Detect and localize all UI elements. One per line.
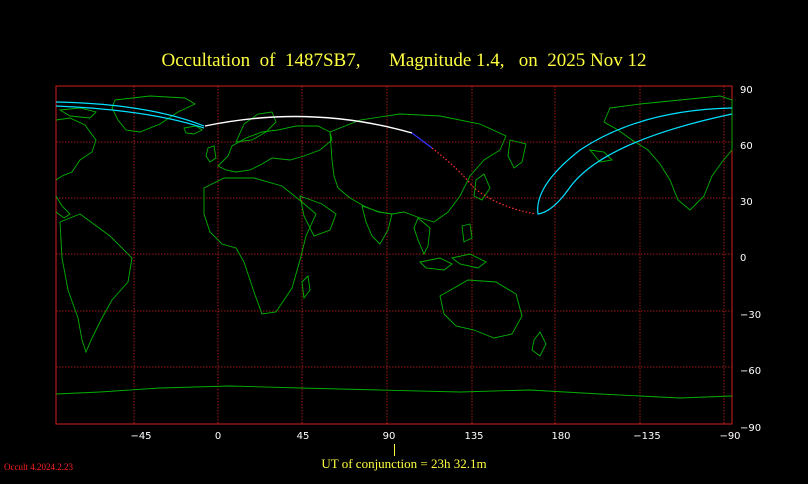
lat-label: 90 [740, 85, 753, 96]
path-sunlit-segment [411, 132, 433, 149]
coastlines [55, 95, 733, 399]
software-version: Occult 4.2024.2.23 [4, 462, 73, 472]
latitude-labels: 90 60 30 0 −30 −60 −90 [740, 85, 761, 434]
lon-label: 0 [215, 431, 221, 442]
lon-label: 180 [551, 431, 570, 442]
conjunction-time: UT of conjunction = 23h 32.1m [321, 456, 487, 471]
lon-label: 90 [383, 431, 396, 442]
lon-label: −45 [130, 431, 151, 442]
lat-label: 0 [740, 253, 746, 264]
lat-label: −90 [740, 423, 761, 434]
path-visible-segment [204, 115, 413, 134]
longitude-labels: −45 0 45 90 135 180 −135 −90 [130, 431, 740, 442]
lon-label: 45 [297, 431, 310, 442]
limit-line-right-loop [537, 107, 733, 215]
map-title: Occultation of 1487SB7, Magnitude 1.4, o… [161, 50, 647, 71]
lon-label: −135 [633, 431, 660, 442]
graticule [56, 86, 732, 424]
lat-label: −60 [740, 366, 761, 377]
occultation-path [55, 101, 733, 215]
lat-label: 60 [740, 141, 753, 152]
lon-label: −90 [719, 431, 740, 442]
limit-line-left-south [55, 105, 205, 129]
lat-label: −30 [740, 310, 761, 321]
limit-line-left-north [55, 101, 205, 127]
conjunction-tick [394, 444, 395, 456]
path-daylight-segment [431, 147, 537, 215]
lat-label: 30 [740, 197, 753, 208]
map-frame [55, 85, 733, 425]
lon-label: 135 [464, 431, 483, 442]
